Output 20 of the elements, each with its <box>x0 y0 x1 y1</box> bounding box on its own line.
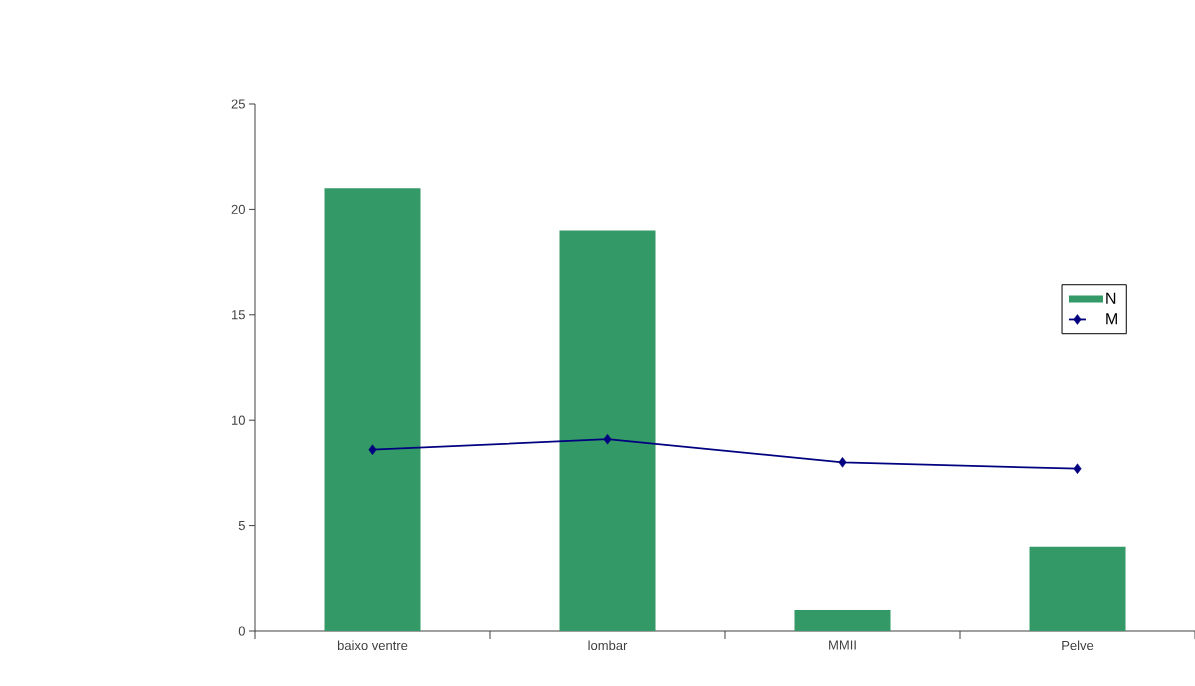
x-tick-label: Pelve <box>1062 640 1094 651</box>
legend-label: N <box>1106 292 1116 304</box>
bar <box>559 230 656 631</box>
x-tick-label: lombar <box>588 640 628 651</box>
y-tick-label: 25 <box>231 99 245 109</box>
bar <box>324 188 421 631</box>
point <box>1073 463 1082 474</box>
point <box>603 433 612 445</box>
x-tick-label: baixo ventre <box>337 640 408 651</box>
y-tick-label: 0 <box>238 626 245 636</box>
y-tick-label: 10 <box>232 415 245 425</box>
y-tick-label: 5 <box>238 521 245 531</box>
x-tick-label: MMII <box>829 640 856 650</box>
y-tick-label: 20 <box>231 204 245 214</box>
legend-label: M <box>1106 313 1117 325</box>
point <box>368 444 377 455</box>
y-tick-label: 15 <box>232 310 245 320</box>
bar <box>794 609 891 631</box>
bar <box>1029 546 1126 631</box>
point <box>838 457 847 468</box>
